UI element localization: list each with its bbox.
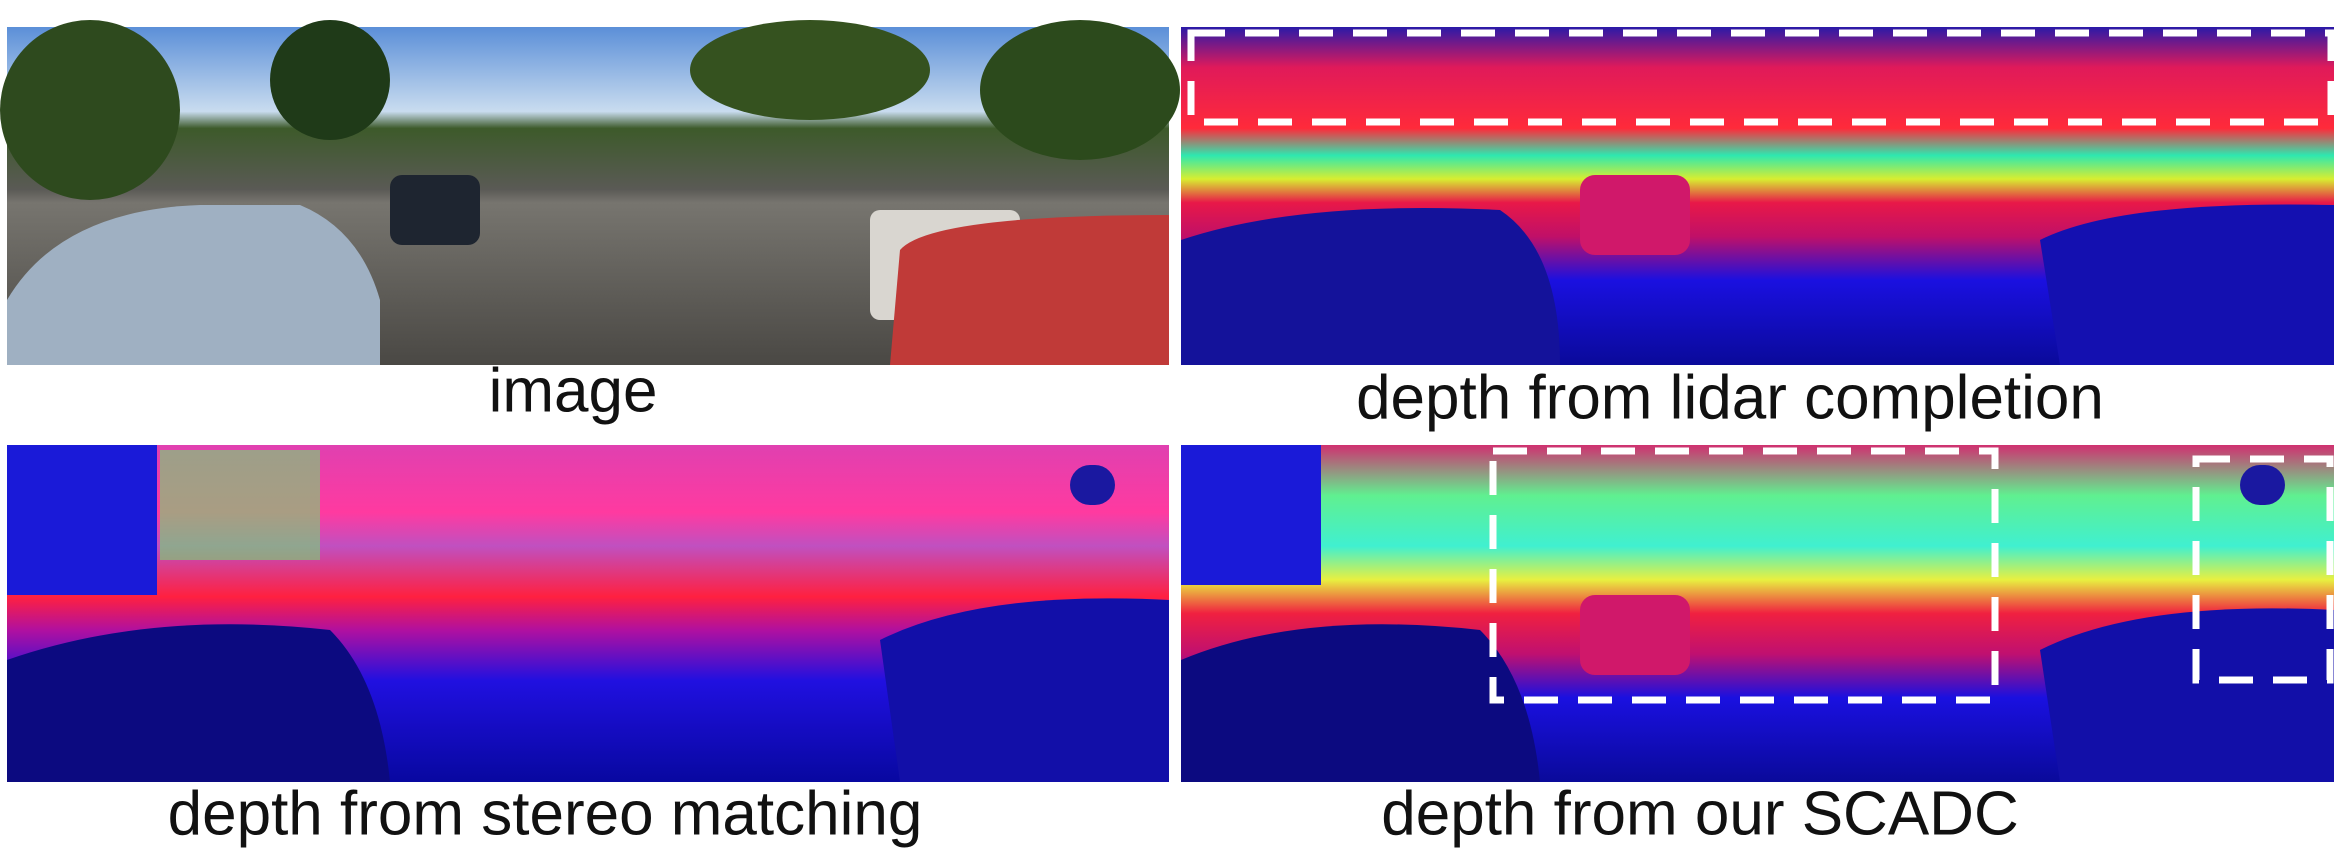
caption: depth from lidar completion bbox=[1356, 363, 2104, 432]
depth-panel bbox=[7, 445, 1169, 782]
caption: depth from stereo matching bbox=[168, 779, 923, 848]
figure: image depth from lidar completion depth … bbox=[0, 0, 2334, 858]
caption: depth from our SCADC bbox=[1381, 779, 2018, 848]
depth-panel bbox=[1181, 27, 2334, 365]
photo-panel bbox=[0, 20, 1180, 365]
page: {"panels": [ {"caption": "image"}, {"cap… bbox=[0, 0, 2334, 858]
depth-panel bbox=[1181, 445, 2334, 782]
caption: image bbox=[489, 356, 658, 425]
